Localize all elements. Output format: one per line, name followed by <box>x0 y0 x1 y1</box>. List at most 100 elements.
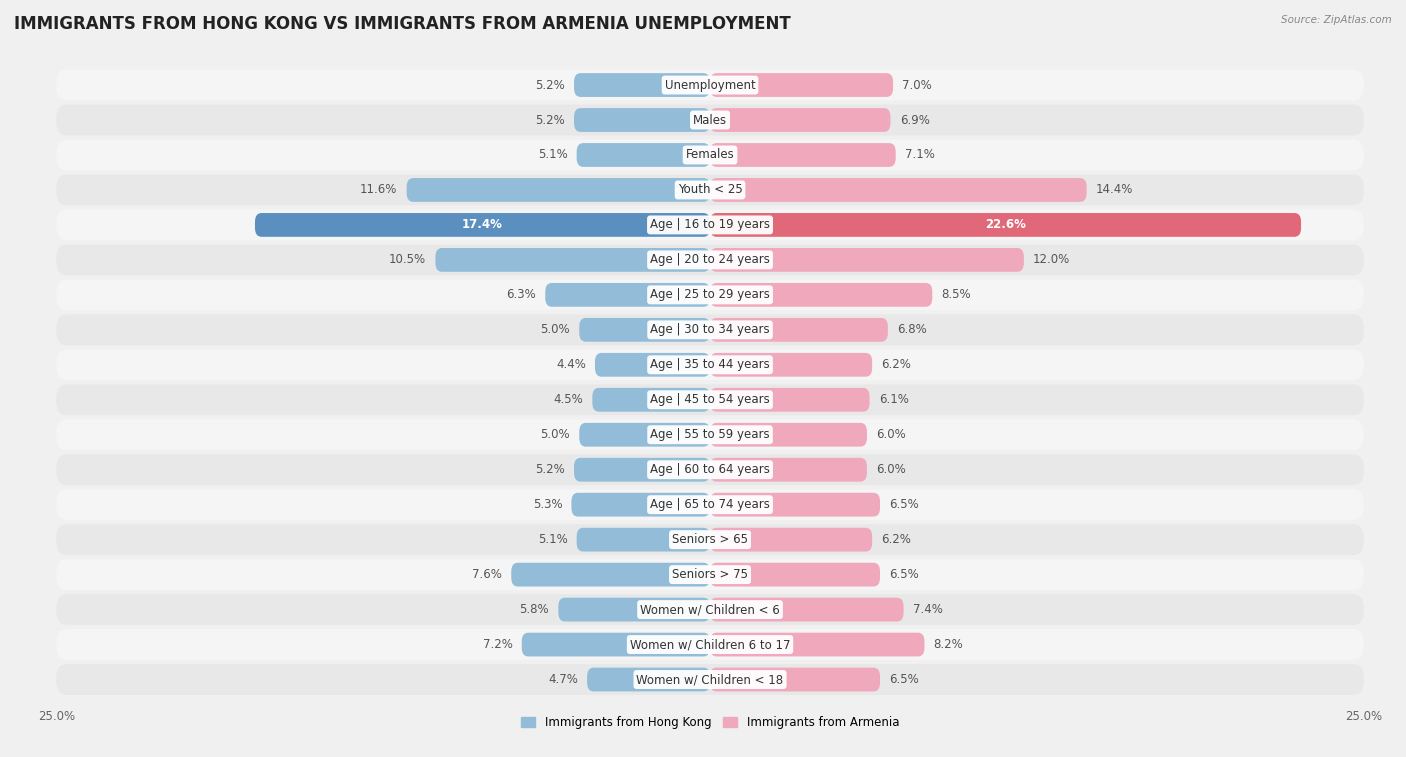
FancyBboxPatch shape <box>576 143 710 167</box>
FancyBboxPatch shape <box>579 423 710 447</box>
FancyBboxPatch shape <box>56 70 1364 101</box>
Text: 6.0%: 6.0% <box>876 463 905 476</box>
Text: 12.0%: 12.0% <box>1033 254 1070 266</box>
Text: Seniors > 65: Seniors > 65 <box>672 533 748 546</box>
Text: 17.4%: 17.4% <box>463 219 503 232</box>
FancyBboxPatch shape <box>710 108 890 132</box>
FancyBboxPatch shape <box>574 73 710 97</box>
Text: Age | 20 to 24 years: Age | 20 to 24 years <box>650 254 770 266</box>
FancyBboxPatch shape <box>56 350 1364 380</box>
FancyBboxPatch shape <box>710 668 880 691</box>
Text: Women w/ Children 6 to 17: Women w/ Children 6 to 17 <box>630 638 790 651</box>
Text: Unemployment: Unemployment <box>665 79 755 92</box>
FancyBboxPatch shape <box>710 528 872 552</box>
FancyBboxPatch shape <box>56 314 1364 345</box>
FancyBboxPatch shape <box>592 388 710 412</box>
Text: Women w/ Children < 6: Women w/ Children < 6 <box>640 603 780 616</box>
Text: 5.0%: 5.0% <box>540 323 569 336</box>
FancyBboxPatch shape <box>710 213 1301 237</box>
Text: Age | 55 to 59 years: Age | 55 to 59 years <box>650 428 770 441</box>
Text: Age | 30 to 34 years: Age | 30 to 34 years <box>650 323 770 336</box>
Text: Youth < 25: Youth < 25 <box>678 183 742 197</box>
Text: Age | 60 to 64 years: Age | 60 to 64 years <box>650 463 770 476</box>
Text: Males: Males <box>693 114 727 126</box>
Text: Source: ZipAtlas.com: Source: ZipAtlas.com <box>1281 15 1392 25</box>
FancyBboxPatch shape <box>512 562 710 587</box>
FancyBboxPatch shape <box>710 73 893 97</box>
Text: 7.0%: 7.0% <box>903 79 932 92</box>
Text: 6.2%: 6.2% <box>882 533 911 546</box>
FancyBboxPatch shape <box>710 353 872 377</box>
FancyBboxPatch shape <box>576 528 710 552</box>
FancyBboxPatch shape <box>558 598 710 621</box>
FancyBboxPatch shape <box>56 419 1364 450</box>
FancyBboxPatch shape <box>710 318 887 341</box>
FancyBboxPatch shape <box>710 458 868 481</box>
Text: 5.1%: 5.1% <box>537 533 568 546</box>
Text: Women w/ Children < 18: Women w/ Children < 18 <box>637 673 783 686</box>
Text: 11.6%: 11.6% <box>360 183 398 197</box>
Text: 7.1%: 7.1% <box>905 148 935 161</box>
Text: 5.0%: 5.0% <box>540 428 569 441</box>
FancyBboxPatch shape <box>710 423 868 447</box>
FancyBboxPatch shape <box>710 633 925 656</box>
Text: 7.6%: 7.6% <box>472 568 502 581</box>
FancyBboxPatch shape <box>56 279 1364 310</box>
Text: Age | 45 to 54 years: Age | 45 to 54 years <box>650 394 770 407</box>
FancyBboxPatch shape <box>56 559 1364 590</box>
Text: 6.5%: 6.5% <box>889 568 920 581</box>
FancyBboxPatch shape <box>710 562 880 587</box>
FancyBboxPatch shape <box>571 493 710 516</box>
FancyBboxPatch shape <box>56 385 1364 415</box>
FancyBboxPatch shape <box>546 283 710 307</box>
Legend: Immigrants from Hong Kong, Immigrants from Armenia: Immigrants from Hong Kong, Immigrants fr… <box>516 711 904 734</box>
FancyBboxPatch shape <box>406 178 710 202</box>
Text: Females: Females <box>686 148 734 161</box>
Text: 8.5%: 8.5% <box>942 288 972 301</box>
Text: 6.8%: 6.8% <box>897 323 927 336</box>
Text: Age | 16 to 19 years: Age | 16 to 19 years <box>650 219 770 232</box>
Text: 5.8%: 5.8% <box>520 603 550 616</box>
Text: 4.4%: 4.4% <box>555 358 586 371</box>
Text: 10.5%: 10.5% <box>389 254 426 266</box>
Text: 7.2%: 7.2% <box>482 638 513 651</box>
Text: 6.5%: 6.5% <box>889 498 920 511</box>
Text: 6.2%: 6.2% <box>882 358 911 371</box>
Text: Age | 25 to 29 years: Age | 25 to 29 years <box>650 288 770 301</box>
FancyBboxPatch shape <box>436 248 710 272</box>
Text: 6.0%: 6.0% <box>876 428 905 441</box>
FancyBboxPatch shape <box>574 458 710 481</box>
FancyBboxPatch shape <box>254 213 710 237</box>
FancyBboxPatch shape <box>56 664 1364 695</box>
Text: 5.2%: 5.2% <box>536 114 565 126</box>
Text: Age | 65 to 74 years: Age | 65 to 74 years <box>650 498 770 511</box>
Text: 6.5%: 6.5% <box>889 673 920 686</box>
Text: Seniors > 75: Seniors > 75 <box>672 568 748 581</box>
FancyBboxPatch shape <box>56 210 1364 240</box>
FancyBboxPatch shape <box>56 175 1364 205</box>
FancyBboxPatch shape <box>574 108 710 132</box>
FancyBboxPatch shape <box>56 594 1364 625</box>
Text: 6.3%: 6.3% <box>506 288 536 301</box>
Text: 4.5%: 4.5% <box>554 394 583 407</box>
FancyBboxPatch shape <box>710 143 896 167</box>
Text: 14.4%: 14.4% <box>1095 183 1133 197</box>
Text: 6.9%: 6.9% <box>900 114 929 126</box>
Text: 7.4%: 7.4% <box>912 603 942 616</box>
FancyBboxPatch shape <box>579 318 710 341</box>
Text: 4.7%: 4.7% <box>548 673 578 686</box>
FancyBboxPatch shape <box>710 388 869 412</box>
FancyBboxPatch shape <box>710 598 904 621</box>
FancyBboxPatch shape <box>56 454 1364 485</box>
FancyBboxPatch shape <box>588 668 710 691</box>
FancyBboxPatch shape <box>710 178 1087 202</box>
FancyBboxPatch shape <box>56 139 1364 170</box>
FancyBboxPatch shape <box>56 525 1364 555</box>
FancyBboxPatch shape <box>595 353 710 377</box>
Text: 22.6%: 22.6% <box>986 219 1026 232</box>
FancyBboxPatch shape <box>56 245 1364 276</box>
Text: 8.2%: 8.2% <box>934 638 963 651</box>
FancyBboxPatch shape <box>56 104 1364 136</box>
FancyBboxPatch shape <box>710 248 1024 272</box>
Text: 5.1%: 5.1% <box>537 148 568 161</box>
